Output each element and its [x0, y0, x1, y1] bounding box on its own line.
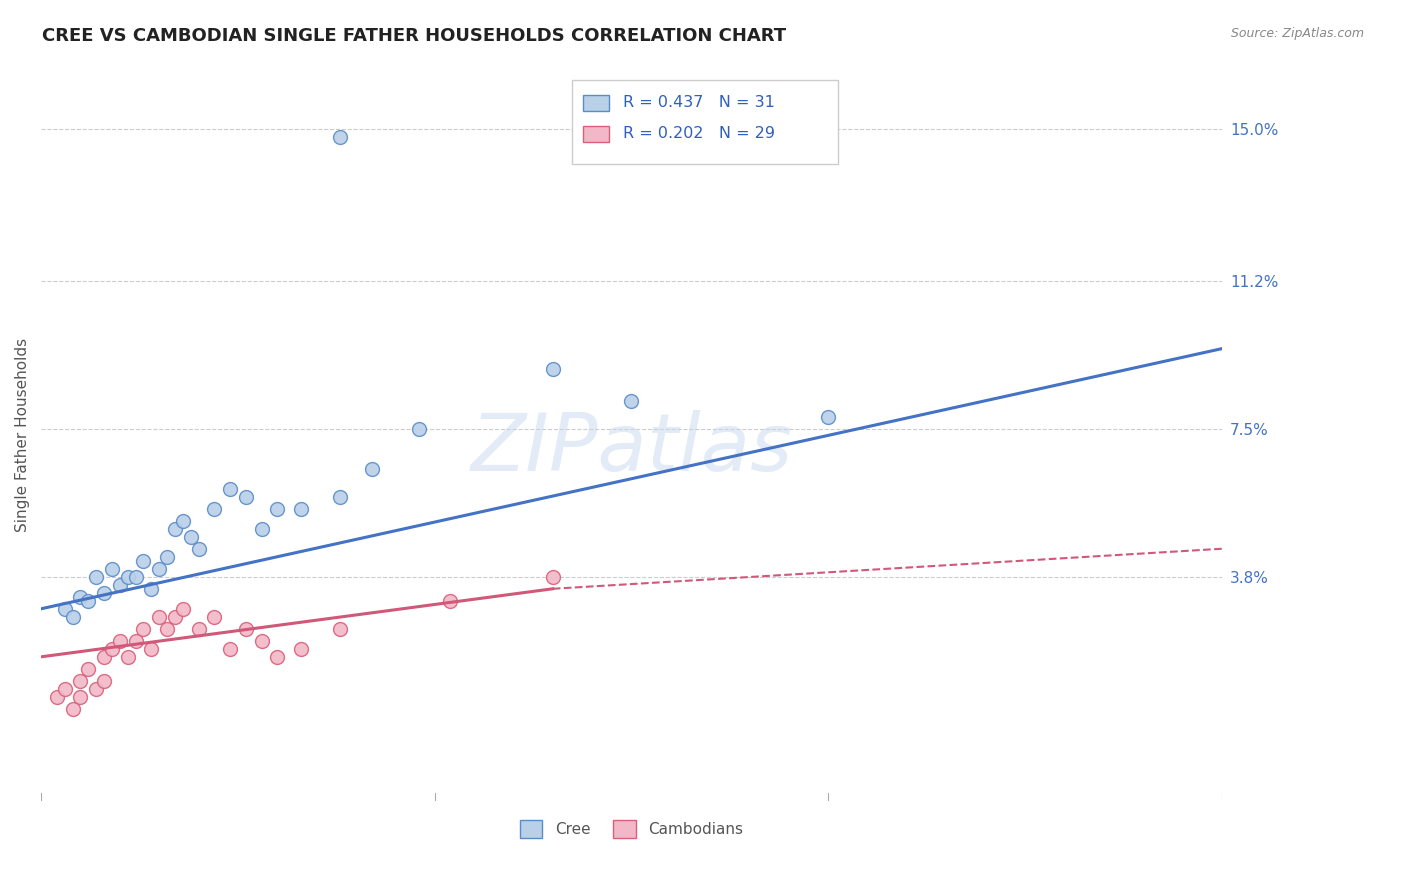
Point — [290, 641, 312, 656]
Point — [250, 633, 273, 648]
Point — [69, 673, 91, 688]
Point — [290, 501, 312, 516]
Point — [117, 570, 139, 584]
Point — [187, 541, 209, 556]
Point — [541, 361, 564, 376]
Point — [148, 609, 170, 624]
Point — [77, 594, 100, 608]
Point — [219, 482, 242, 496]
Point — [266, 649, 288, 664]
Point — [108, 633, 131, 648]
Point — [439, 594, 461, 608]
Point — [93, 586, 115, 600]
Point — [202, 501, 225, 516]
Point — [360, 461, 382, 475]
Point — [266, 501, 288, 516]
Legend: Cree, Cambodians: Cree, Cambodians — [513, 814, 749, 845]
Y-axis label: Single Father Households: Single Father Households — [15, 338, 30, 532]
Point — [84, 681, 107, 696]
Point — [93, 649, 115, 664]
Point — [77, 662, 100, 676]
Point — [250, 522, 273, 536]
Point — [329, 129, 352, 144]
Point — [180, 530, 202, 544]
Point — [53, 681, 76, 696]
Text: ZIPatlas: ZIPatlas — [471, 410, 793, 488]
Point — [45, 690, 67, 704]
Point — [620, 393, 643, 408]
Point — [219, 641, 242, 656]
Point — [172, 514, 194, 528]
Point — [202, 609, 225, 624]
Text: CREE VS CAMBODIAN SINGLE FATHER HOUSEHOLDS CORRELATION CHART: CREE VS CAMBODIAN SINGLE FATHER HOUSEHOL… — [42, 27, 786, 45]
Point — [156, 549, 179, 564]
Point — [108, 578, 131, 592]
Point — [124, 633, 146, 648]
Point — [163, 609, 186, 624]
Point — [93, 673, 115, 688]
Bar — [583, 127, 609, 143]
Point — [101, 562, 124, 576]
Point — [541, 570, 564, 584]
Point — [117, 649, 139, 664]
Point — [235, 622, 257, 636]
Bar — [583, 95, 609, 111]
Point — [329, 490, 352, 504]
Point — [817, 409, 839, 424]
Point — [148, 562, 170, 576]
Bar — [572, 79, 838, 164]
Point — [163, 522, 186, 536]
Text: Source: ZipAtlas.com: Source: ZipAtlas.com — [1230, 27, 1364, 40]
Point — [69, 690, 91, 704]
Point — [53, 601, 76, 615]
Point — [187, 622, 209, 636]
Point — [62, 702, 84, 716]
Text: R = 0.202   N = 29: R = 0.202 N = 29 — [623, 126, 775, 141]
Point — [329, 622, 352, 636]
Point — [69, 590, 91, 604]
Point — [141, 582, 163, 596]
Point — [172, 601, 194, 615]
Point — [124, 570, 146, 584]
Point — [101, 641, 124, 656]
Point — [132, 554, 155, 568]
Point — [141, 641, 163, 656]
Point — [84, 570, 107, 584]
Point — [408, 422, 430, 436]
Text: R = 0.437   N = 31: R = 0.437 N = 31 — [623, 95, 775, 110]
Point — [235, 490, 257, 504]
Point — [132, 622, 155, 636]
Point — [62, 609, 84, 624]
Point — [156, 622, 179, 636]
